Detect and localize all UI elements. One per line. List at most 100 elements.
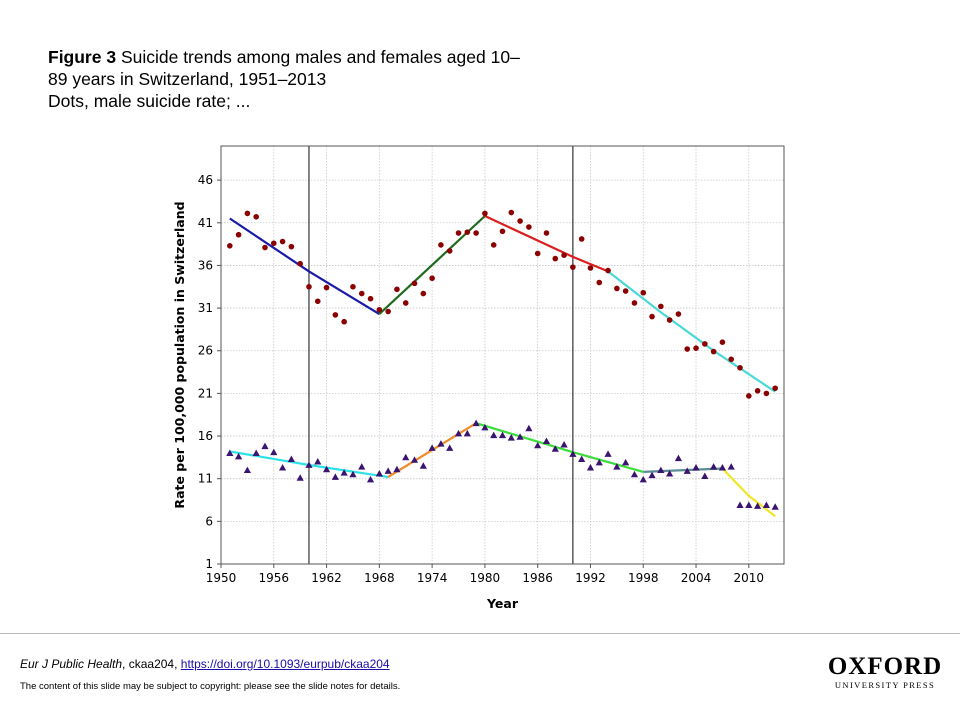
male-rate-point bbox=[728, 356, 735, 363]
male-rate-point bbox=[226, 243, 233, 249]
x-tick-label: 1986 bbox=[522, 571, 553, 585]
male-rate-point bbox=[719, 339, 726, 346]
journal-name: Eur J Public Health bbox=[20, 657, 123, 671]
y-tick-label: 41 bbox=[198, 216, 213, 230]
male-rate-point bbox=[455, 230, 462, 236]
female-rate-point bbox=[366, 475, 375, 483]
y-axis-title: Rate per 100,000 population in Switzerla… bbox=[172, 201, 187, 508]
male-rate-point bbox=[534, 250, 541, 257]
female-rate-point bbox=[692, 464, 700, 471]
female-rate-point bbox=[745, 501, 753, 509]
male-rate-point bbox=[341, 318, 347, 325]
oxford-logo: OXFORD UNIVERSITY PRESS bbox=[826, 654, 944, 691]
male-rate-point bbox=[394, 286, 400, 293]
male-rate-point bbox=[385, 308, 391, 315]
male-rate-point bbox=[631, 300, 638, 306]
female-rate-point bbox=[507, 434, 515, 441]
male-rate-point bbox=[746, 393, 752, 399]
male-rate-point bbox=[438, 242, 444, 248]
male-rate-point bbox=[464, 229, 471, 235]
male-rate-point bbox=[490, 242, 497, 248]
female-rate-point bbox=[534, 441, 542, 449]
female-rate-point bbox=[419, 462, 427, 469]
female-rate-point bbox=[674, 454, 683, 462]
female-rate-point bbox=[648, 471, 656, 479]
x-axis-title: Year bbox=[486, 596, 519, 611]
female-rate-point bbox=[560, 440, 568, 448]
female-rate-point bbox=[261, 442, 269, 450]
figure-caption: Figure 3 Suicide trends among males and … bbox=[48, 46, 648, 112]
male-rate-point bbox=[561, 252, 567, 258]
female-rate-point bbox=[463, 429, 471, 437]
male-rate-point bbox=[543, 230, 550, 236]
male-rate-point bbox=[244, 210, 251, 217]
female-rate-point bbox=[516, 433, 524, 440]
female-rate-point bbox=[375, 469, 383, 477]
male-rate-point bbox=[499, 228, 506, 235]
male-rate-point bbox=[446, 248, 453, 254]
female-rate-point bbox=[718, 464, 727, 471]
y-tick-label: 46 bbox=[198, 173, 213, 187]
male-rate-point bbox=[622, 288, 629, 294]
male-rate-point bbox=[763, 390, 770, 397]
male-rate-point bbox=[605, 267, 611, 274]
y-tick-label: 26 bbox=[198, 344, 213, 358]
x-tick-label: 1950 bbox=[206, 571, 237, 585]
female-rate-point bbox=[551, 445, 559, 452]
female-rate-point bbox=[657, 466, 665, 474]
male-rate-point bbox=[578, 236, 585, 242]
female-rate-point bbox=[472, 419, 480, 427]
female-rate-point bbox=[604, 450, 612, 457]
male-rate-point bbox=[402, 300, 409, 306]
caption-line-1: Suicide trends among males and females a… bbox=[116, 47, 520, 67]
male-rate-point bbox=[473, 230, 479, 236]
female-rate-point bbox=[296, 474, 304, 481]
female-rate-point bbox=[481, 423, 489, 431]
x-tick-label: 1968 bbox=[364, 571, 395, 585]
female-rate-point bbox=[305, 461, 313, 468]
x-tick-label: 1974 bbox=[417, 571, 448, 585]
female-rate-point bbox=[252, 449, 260, 456]
caption-line-2: 89 years in Switzerland, 1951–2013 bbox=[48, 69, 327, 89]
female-rate-point bbox=[437, 440, 445, 447]
female-rate-point bbox=[754, 502, 762, 509]
logo-sub-text: UNIVERSITY PRESS bbox=[834, 680, 936, 690]
female-rate-point bbox=[340, 469, 348, 476]
female-rate-point bbox=[358, 463, 366, 470]
male-rate-point bbox=[376, 306, 383, 313]
male-rate-point bbox=[552, 255, 559, 262]
male-rate-point bbox=[675, 311, 682, 317]
male-rate-point bbox=[570, 264, 576, 270]
female-rate-point bbox=[322, 465, 331, 473]
male-rate-point bbox=[367, 295, 374, 302]
trend-line bbox=[229, 217, 380, 316]
y-tick-label: 11 bbox=[198, 472, 213, 486]
x-tick-label: 1992 bbox=[575, 571, 606, 585]
female-rate-point bbox=[384, 467, 392, 474]
female-rate-point bbox=[586, 464, 595, 471]
female-rate-point bbox=[349, 470, 357, 478]
male-rate-point bbox=[754, 388, 761, 394]
trend-line bbox=[484, 215, 609, 273]
male-rate-point bbox=[262, 244, 268, 251]
male-rate-point bbox=[526, 224, 532, 230]
male-rate-point bbox=[420, 290, 427, 297]
article-id: , ckaa204, bbox=[122, 657, 181, 671]
footer-divider bbox=[0, 633, 960, 634]
female-rate-point bbox=[393, 465, 401, 473]
male-rate-point bbox=[350, 283, 356, 290]
female-rate-point bbox=[454, 429, 463, 437]
female-rate-point bbox=[736, 501, 744, 509]
female-rate-point bbox=[542, 437, 551, 445]
female-rate-point bbox=[630, 470, 639, 478]
y-tick-label: 1 bbox=[205, 557, 213, 571]
male-rate-point bbox=[684, 346, 691, 352]
male-rate-point bbox=[737, 364, 743, 371]
female-rate-point bbox=[569, 450, 577, 457]
male-rate-point bbox=[587, 265, 594, 271]
female-rate-point bbox=[331, 473, 339, 480]
male-rate-point bbox=[270, 240, 277, 247]
male-rate-point bbox=[411, 280, 418, 287]
female-rate-point bbox=[428, 444, 436, 451]
doi-link[interactable]: https://doi.org/10.1093/eurpub/ckaa204 bbox=[180, 657, 390, 671]
